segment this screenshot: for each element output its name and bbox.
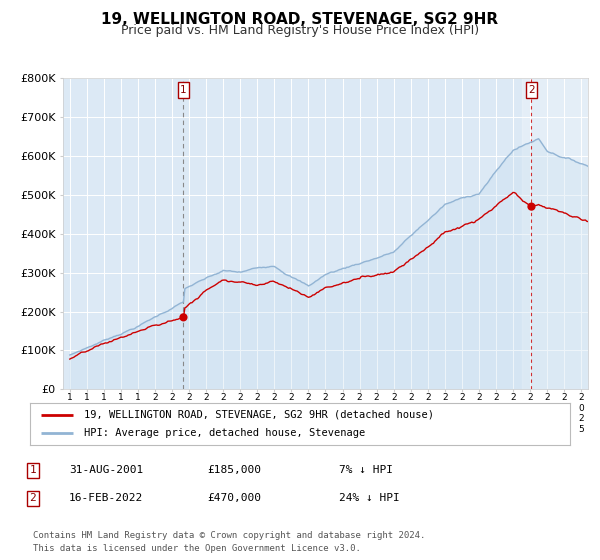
Text: 7% ↓ HPI: 7% ↓ HPI [339, 465, 393, 475]
Text: Contains HM Land Registry data © Crown copyright and database right 2024.
This d: Contains HM Land Registry data © Crown c… [33, 531, 425, 553]
Bar [521, 78, 588, 389]
Text: 16-FEB-2022: 16-FEB-2022 [69, 493, 143, 503]
Text: 31-AUG-2001: 31-AUG-2001 [69, 465, 143, 475]
Text: HPI: Average price, detached house, Stevenage: HPI: Average price, detached house, Stev… [84, 428, 365, 438]
Text: 2: 2 [29, 493, 37, 503]
Point [179, 313, 188, 322]
Text: 2: 2 [528, 85, 535, 95]
Text: 19, WELLINGTON ROAD, STEVENAGE, SG2 9HR (detached house): 19, WELLINGTON ROAD, STEVENAGE, SG2 9HR … [84, 410, 434, 420]
Point [527, 202, 536, 211]
Text: 19, WELLINGTON ROAD, STEVENAGE, SG2 9HR: 19, WELLINGTON ROAD, STEVENAGE, SG2 9HR [101, 12, 499, 27]
Text: 1: 1 [29, 465, 37, 475]
Text: 24% ↓ HPI: 24% ↓ HPI [339, 493, 400, 503]
Text: Price paid vs. HM Land Registry's House Price Index (HPI): Price paid vs. HM Land Registry's House … [121, 24, 479, 38]
Text: £470,000: £470,000 [207, 493, 261, 503]
Text: £185,000: £185,000 [207, 465, 261, 475]
Text: 1: 1 [180, 85, 187, 95]
